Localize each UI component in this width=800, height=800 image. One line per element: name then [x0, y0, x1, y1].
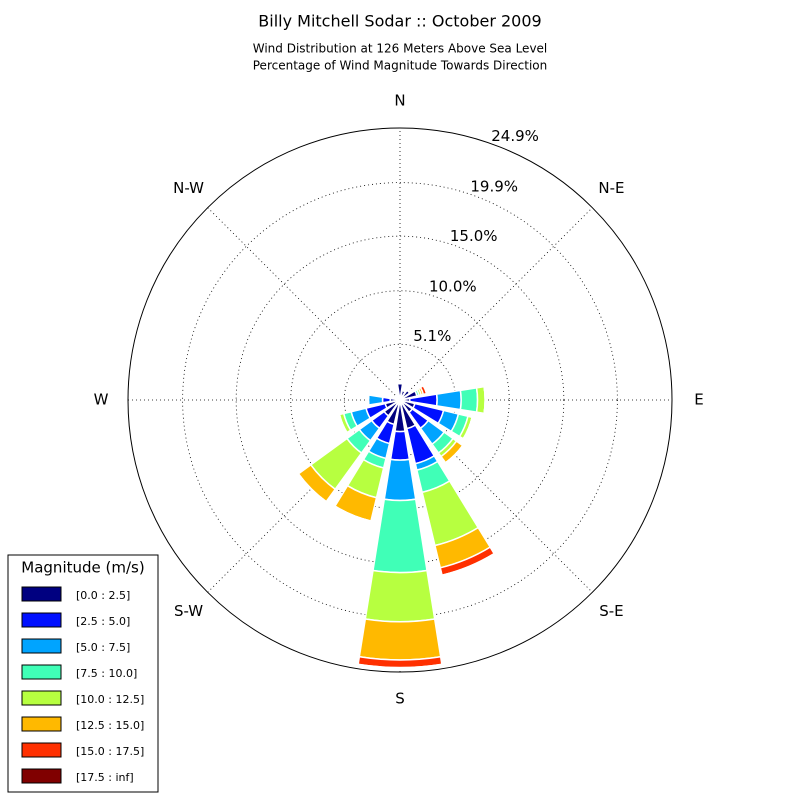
legend-label: [0.0 : 2.5] — [76, 589, 130, 602]
legend-swatch — [21, 716, 62, 732]
direction-label: S-W — [174, 602, 203, 620]
bar-segment — [435, 389, 462, 411]
r-tick-label: 24.9% — [491, 127, 539, 145]
legend-label: [7.5 : 10.0] — [76, 667, 137, 680]
legend-swatch — [21, 742, 62, 758]
chart-subtitle: Wind Distribution at 126 Meters Above Se… — [253, 42, 548, 56]
legend-label: [12.5 : 15.0] — [76, 719, 144, 732]
legend-swatch — [21, 690, 62, 706]
legend-label: [17.5 : inf] — [76, 771, 134, 784]
bar-segment — [358, 618, 442, 661]
direction-label: E — [694, 391, 703, 409]
direction-label: S — [395, 690, 405, 708]
bar-segment — [372, 498, 428, 574]
bar-segment — [383, 458, 417, 502]
chart-subtitle: Percentage of Wind Magnitude Towards Dir… — [253, 59, 547, 73]
legend-swatch — [21, 586, 62, 602]
legend-swatch — [21, 768, 62, 784]
direction-label: N-E — [598, 179, 624, 197]
legend-label: [5.0 : 7.5] — [76, 641, 130, 654]
legend-label: [2.5 : 5.0] — [76, 615, 130, 628]
grid-circle — [182, 182, 618, 618]
bar-segment — [402, 389, 406, 393]
grid-circle — [290, 290, 510, 510]
r-tick-label: 15.0% — [450, 227, 498, 245]
legend-swatch — [21, 612, 62, 628]
bar-segment — [364, 569, 436, 623]
grid-circle — [235, 235, 565, 565]
bar-segment — [445, 445, 464, 464]
r-tick-label: 19.9% — [470, 178, 518, 196]
chart-title: Billy Mitchell Sodar :: October 2009 — [258, 12, 541, 31]
legend-label: [10.0 : 12.5] — [76, 693, 144, 706]
direction-label: N — [394, 92, 405, 110]
direction-label: W — [94, 391, 109, 409]
legend-label: [15.0 : 17.5] — [76, 745, 144, 758]
legend-swatch — [21, 664, 62, 680]
bar-segment — [389, 430, 411, 461]
bar-segment — [367, 394, 384, 406]
legend-swatch — [21, 638, 62, 654]
bar-segment — [406, 389, 411, 394]
legend-title: Magnitude (m/s) — [21, 559, 144, 577]
bar-segment — [475, 385, 486, 415]
bar-segment — [381, 396, 392, 404]
bar-segment — [483, 386, 486, 414]
r-tick-label: 5.1% — [413, 327, 451, 345]
bar-segment — [393, 396, 396, 399]
bar-segment — [396, 393, 399, 396]
direction-label: S-E — [599, 602, 623, 620]
r-tick-label: 10.0% — [429, 278, 477, 296]
direction-label: N-W — [173, 179, 204, 197]
bar-segment — [459, 387, 479, 413]
